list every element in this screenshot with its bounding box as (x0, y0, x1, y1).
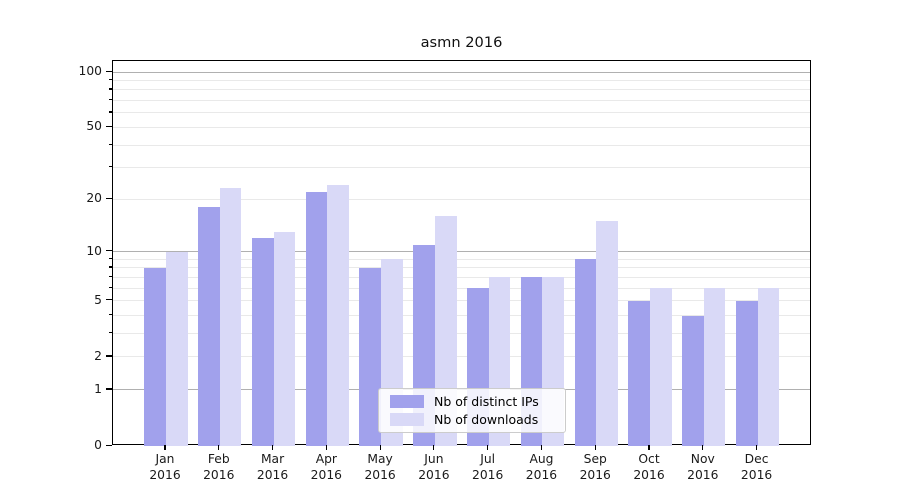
x-tick-label: Jan 2016 (149, 452, 181, 482)
legend-label-distinct-ips: Nb of distinct IPs (434, 393, 539, 409)
legend-swatch-downloads-icon (390, 413, 424, 427)
x-tick-label: Dec 2016 (740, 452, 773, 482)
gridline-minor (113, 144, 810, 146)
y-minor-tick (108, 266, 112, 268)
x-tick (540, 445, 543, 450)
x-tick-label: Nov 2016 (687, 452, 719, 482)
gridline-minor (113, 276, 810, 278)
x-tick-label: Feb 2016 (203, 452, 235, 482)
y-tick (106, 299, 112, 301)
x-tick (218, 445, 220, 450)
y-tick-label: 2 (94, 348, 102, 363)
y-tick-label: 50 (86, 119, 102, 134)
y-tick-label: 100 (78, 64, 102, 78)
gridline-minor (113, 126, 810, 128)
y-minor-tick (108, 99, 112, 101)
bar-distinct-ips (198, 207, 220, 446)
x-tick (702, 445, 704, 450)
bar-distinct-ips (305, 191, 328, 446)
y-tick-label: 1 (94, 381, 102, 396)
bar-distinct-ips (735, 300, 758, 446)
gridline-minor (113, 79, 810, 81)
x-tick (271, 445, 274, 450)
y-tick (106, 70, 112, 72)
x-tick-label: Mar 2016 (256, 452, 289, 482)
chart-legend: Nb of distinct IPs Nb of downloads (378, 388, 566, 433)
x-tick (594, 445, 596, 450)
bar-downloads (596, 221, 618, 446)
y-tick (106, 355, 112, 357)
bar-distinct-ips (682, 315, 704, 446)
x-tick-label: Aug 2016 (525, 452, 558, 482)
x-tick (433, 445, 435, 450)
gridline-minor (113, 356, 810, 358)
gridline-minor (113, 112, 810, 114)
bar-downloads (757, 288, 780, 446)
gridline-minor (113, 198, 810, 200)
y-minor-tick (108, 275, 112, 278)
y-minor-tick (108, 78, 112, 81)
bar-downloads (650, 288, 672, 446)
bar-distinct-ips (359, 267, 382, 446)
y-minor-tick (108, 286, 112, 288)
gridline-minor (113, 315, 810, 317)
x-tick-label: May 2016 (364, 452, 396, 482)
gridline-minor (113, 287, 810, 289)
bar-distinct-ips (628, 300, 650, 446)
legend-swatch-distinct-ips-icon (390, 394, 424, 408)
gridline-minor (113, 100, 810, 102)
gridline-major (113, 251, 810, 253)
x-tick (487, 445, 489, 450)
y-tick (106, 388, 112, 390)
bar-downloads (166, 251, 188, 446)
y-minor-tick (108, 314, 112, 316)
y-tick-label: 10 (86, 243, 102, 258)
y-minor-tick (108, 88, 112, 90)
y-tick-label: 5 (94, 292, 102, 307)
y-minor-tick (108, 143, 112, 145)
x-tick-label: Jul 2016 (472, 452, 504, 482)
bar-downloads (327, 185, 350, 446)
y-tick-label: 20 (86, 191, 102, 206)
y-tick (106, 250, 112, 252)
gridline-minor (113, 333, 810, 335)
gridline-minor (113, 258, 810, 260)
chart-title: asmn 2016 (420, 34, 503, 51)
x-tick (379, 445, 381, 450)
legend-item-downloads: Nb of downloads (390, 412, 565, 428)
y-tick (106, 197, 112, 199)
x-tick-label: Oct 2016 (633, 452, 665, 482)
x-tick (648, 445, 650, 450)
y-minor-tick (108, 111, 112, 113)
x-tick (755, 445, 758, 450)
x-tick (325, 445, 327, 450)
y-tick (106, 444, 112, 446)
x-tick (164, 445, 166, 450)
y-minor-tick (108, 257, 112, 260)
x-tick-label: Jun 2016 (418, 452, 450, 482)
bar-downloads (219, 188, 242, 446)
gridline-minor (113, 267, 810, 269)
gridline-major (113, 71, 810, 73)
x-tick-label: Sep 2016 (579, 452, 611, 482)
gridline-minor (113, 89, 810, 91)
legend-item-distinct-ips: Nb of distinct IPs (390, 393, 565, 409)
legend-label-downloads: Nb of downloads (434, 412, 539, 428)
y-minor-tick (108, 166, 112, 168)
gridline-minor (113, 300, 810, 302)
bar-downloads (273, 232, 296, 446)
x-tick-label: Apr 2016 (310, 452, 342, 482)
bar-distinct-ips (251, 238, 274, 446)
bar-distinct-ips (144, 267, 166, 446)
y-tick-label: 0 (94, 438, 102, 452)
bar-downloads (703, 288, 726, 446)
y-tick (106, 125, 112, 128)
gridline-minor (113, 167, 810, 169)
y-minor-tick (108, 332, 112, 334)
bar-distinct-ips (574, 259, 597, 446)
